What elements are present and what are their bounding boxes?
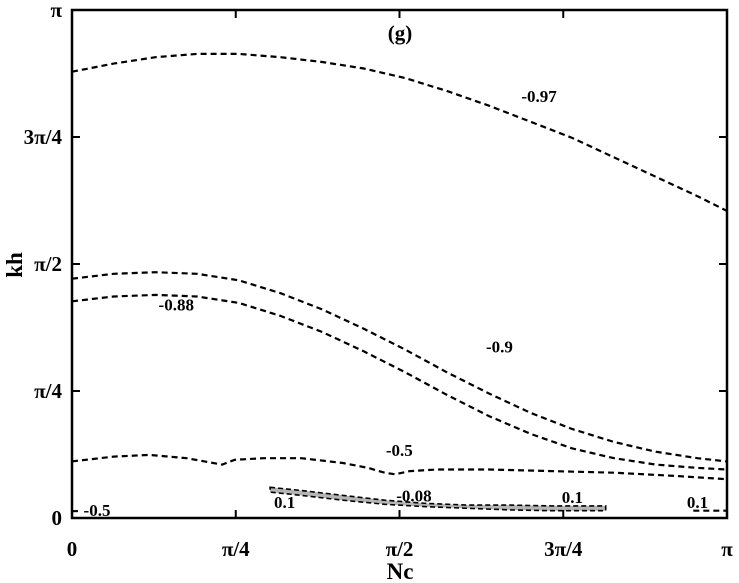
- panel-label: (g): [388, 21, 413, 45]
- filled-regions: [269, 486, 607, 512]
- contour-label-2: -0.9: [486, 338, 513, 357]
- contour-label-5: 0.1: [274, 493, 295, 512]
- axis-ticks: 0 π/4 π/2 3π/4 π 0 π/4 π/2 3π/4 π: [24, 0, 734, 561]
- x-tick-label-3: 3π/4: [544, 537, 583, 561]
- contour-line-3: [71, 453, 727, 481]
- contour-label-7: 0.1: [687, 493, 708, 512]
- x-axis-label: Nc: [387, 559, 414, 583]
- y-tick-label-0: 0: [52, 506, 63, 530]
- contour-line-0: [71, 52, 728, 212]
- x-tick-label-4: π: [721, 537, 733, 561]
- contour-labels: -0.97 -0.88 -0.9 -0.5 -0.08 0.1 0.1 0.1 -0.5: [84, 87, 709, 520]
- contour-label-3: -0.5: [386, 441, 413, 460]
- contour-label-4: -0.08: [396, 486, 431, 505]
- x-tick-label-0: 0: [67, 537, 78, 561]
- contour-label-8: -0.5: [84, 501, 111, 520]
- contour-label-1: -0.88: [159, 296, 194, 315]
- filled-region-0: [269, 486, 607, 512]
- contour-line-2: [71, 293, 727, 471]
- contour-label-0: -0.97: [521, 87, 557, 106]
- contour-label-6: 0.1: [562, 488, 583, 507]
- contour-line-1: [71, 271, 727, 463]
- contour-lines: [71, 52, 728, 513]
- y-tick-label-1: π/4: [34, 379, 62, 403]
- x-tick-label-2: π/2: [386, 537, 414, 561]
- y-tick-label-3: 3π/4: [24, 125, 63, 149]
- y-tick-label-4: π: [50, 0, 62, 22]
- y-axis-label: kh: [2, 252, 27, 278]
- x-tick-label-1: π/4: [222, 537, 250, 561]
- y-tick-label-2: π/2: [34, 252, 62, 276]
